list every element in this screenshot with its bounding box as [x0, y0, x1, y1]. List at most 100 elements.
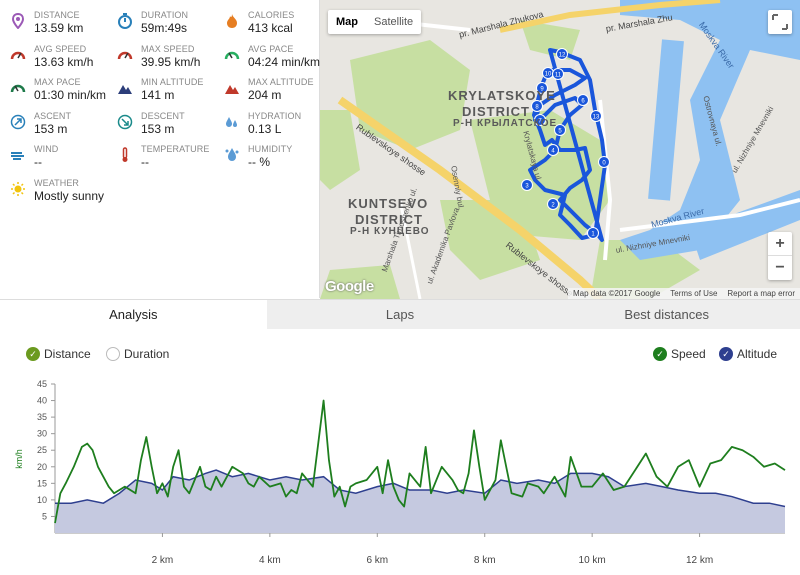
route-marker-number: 4	[551, 149, 555, 155]
google-logo: Google	[325, 278, 374, 295]
y-axis-label: km/h	[14, 449, 24, 469]
stat-min-altitude: Min altitude 141 m	[107, 75, 214, 108]
route-marker[interactable]: 11	[552, 68, 564, 80]
stat-hydration: Hydration 0.13 L	[214, 109, 321, 142]
altitude-toggle[interactable]: ✓ Altitude	[719, 347, 777, 361]
route-marker[interactable]: 13	[590, 110, 602, 122]
y-tick-label: 35	[37, 412, 47, 422]
stat-weather: Weather Mostly sunny	[0, 176, 107, 209]
mountain-icon	[225, 85, 239, 94]
stat-descent: Descent 153 m	[107, 109, 214, 142]
stat-label: Avg pace	[248, 43, 294, 54]
stat-label: Max pace	[34, 77, 81, 87]
descent-icon	[117, 114, 133, 129]
route-marker[interactable]: 2	[547, 198, 559, 210]
road	[398, 199, 422, 299]
route-marker-number: 5	[558, 129, 562, 135]
stat-value: 153 m	[34, 121, 68, 136]
stat-value: 04:24 min/km	[248, 54, 321, 69]
route-marker[interactable]: 3	[521, 179, 533, 191]
stat-calories: Calories 413 kcal	[214, 8, 321, 41]
route-marker[interactable]: 7	[534, 114, 546, 126]
route-marker-dot	[554, 124, 566, 136]
tab-best-distances[interactable]: Best distances	[624, 307, 709, 322]
road	[619, 198, 800, 232]
tab-laps[interactable]: Laps	[385, 307, 415, 322]
route-marker-dot	[598, 156, 610, 168]
route-marker-dot	[547, 144, 559, 156]
analysis-panel: 5 10 15 20 25 30 35 40 45 km/h 2 km 4 km 6 km 8 km 10 …	[0, 329, 800, 575]
route-marker[interactable]: 1	[587, 227, 599, 239]
stat-wind: Wind --	[0, 142, 107, 175]
rowing-canal	[648, 39, 684, 201]
sun-icon	[11, 181, 25, 196]
altitude-area	[55, 470, 785, 533]
speedometer-icon	[10, 51, 26, 59]
route-marker[interactable]: 9	[536, 82, 548, 94]
road	[598, 99, 613, 261]
duration-toggle[interactable]: Duration	[106, 347, 169, 361]
route-marker-dot	[547, 198, 559, 210]
route-marker[interactable]: 5	[554, 124, 566, 136]
x-tick-label: 10 km	[579, 555, 606, 566]
route-marker[interactable]: 6	[577, 94, 589, 106]
route-marker-number: 6	[581, 99, 585, 105]
route-marker-dot	[577, 94, 589, 106]
stats-panel: Distance 13.59 km Duration 59m:49s Calories 4…	[0, 0, 320, 298]
speed-line	[54, 399, 786, 524]
distance-toggle[interactable]: ✓ Distance	[26, 347, 91, 361]
route-map[interactable]: 1 2 3 4 5 6 7 8 9 10 11 12 13 0 KRYLATSKOYE DISTRICT Р-…	[320, 0, 800, 299]
map-label-kuntsevo: KUNTSEVO	[348, 196, 429, 211]
map-label-district2: DISTRICT	[355, 212, 423, 227]
stat-label: Descent	[141, 110, 185, 121]
river	[670, 0, 800, 20]
map-type-control[interactable]: Map Satellite	[328, 10, 422, 34]
tab-analysis[interactable]: Analysis	[0, 300, 267, 329]
stat-temperature: Temperature --	[107, 142, 214, 175]
stat-value: --	[34, 155, 42, 169]
route-marker-number: 12	[559, 53, 566, 59]
route-marker-dot	[556, 48, 568, 60]
stat-ascent: Ascent 153 m	[0, 109, 107, 142]
route-marker[interactable]: 10	[542, 67, 554, 79]
route-marker-dot	[521, 179, 533, 191]
route-marker-dot	[590, 110, 602, 122]
y-tick-label: 10	[37, 495, 47, 505]
route-marker[interactable]: 8	[531, 100, 543, 112]
stat-max-altitude: Max altitude 204 m	[214, 75, 321, 108]
speedometer-icon	[117, 51, 133, 59]
x-tick-label: 2 km	[152, 555, 174, 566]
unchecked-circle-icon	[106, 347, 120, 361]
report-map-error-link[interactable]: Report a map error	[727, 289, 795, 298]
map-label-krylatskoye-ru: Р-Н КРЫЛАТСКОЕ	[453, 118, 558, 129]
check-icon: ✓	[653, 347, 667, 361]
check-icon: ✓	[26, 347, 40, 361]
thermometer-icon	[122, 147, 128, 162]
map-type-map-button[interactable]: Map	[336, 16, 358, 28]
y-tick-label: 30	[37, 429, 47, 439]
route-marker[interactable]: 12	[556, 48, 568, 60]
stat-label: Max speed	[141, 43, 195, 54]
route-marker-number: 9	[540, 87, 544, 93]
route-marker-number: 7	[538, 119, 542, 125]
fullscreen-button[interactable]	[768, 10, 792, 34]
stat-value: -- %	[248, 155, 270, 169]
speed-toggle[interactable]: ✓ Speed	[653, 347, 706, 361]
zoom-out-button[interactable]: −	[775, 259, 785, 276]
map-type-satellite-button[interactable]: Satellite	[374, 16, 414, 28]
route-marker[interactable]: 0	[598, 156, 610, 168]
ascent-icon	[10, 114, 26, 129]
mountain-icon	[118, 85, 132, 94]
terms-of-use-link[interactable]: Terms of Use	[670, 289, 718, 298]
stat-value: 413 kcal	[248, 21, 293, 35]
gauge-icon	[224, 51, 240, 59]
park-area	[590, 240, 700, 299]
stat-max-speed: Max speed 39.95 km/h	[107, 42, 214, 75]
y-tick-label: 45	[37, 379, 47, 389]
route-marker[interactable]: 4	[547, 144, 559, 156]
pin-icon	[11, 13, 25, 29]
stat-avg-speed: Avg speed 13.63 km/h	[0, 42, 107, 75]
zoom-in-button[interactable]: +	[768, 232, 792, 256]
